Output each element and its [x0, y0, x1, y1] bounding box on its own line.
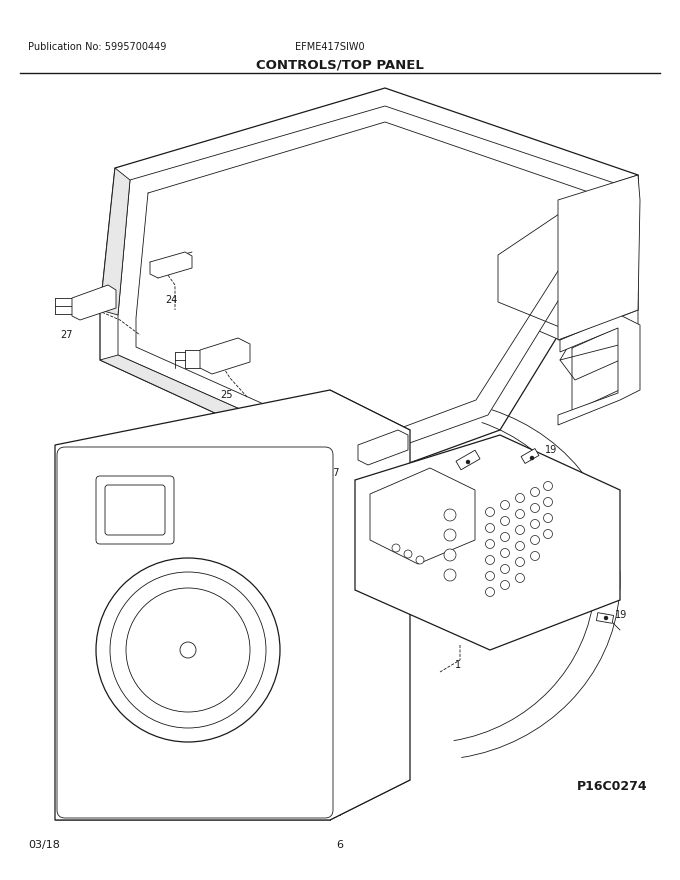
Circle shape: [515, 525, 524, 534]
Polygon shape: [100, 88, 638, 470]
Text: 19: 19: [545, 445, 557, 455]
Circle shape: [530, 552, 539, 561]
Circle shape: [500, 564, 509, 574]
FancyBboxPatch shape: [96, 476, 174, 544]
Circle shape: [515, 494, 524, 502]
Text: 5: 5: [290, 530, 296, 540]
Circle shape: [500, 581, 509, 590]
Text: 25: 25: [220, 390, 233, 400]
Circle shape: [515, 558, 524, 567]
Polygon shape: [456, 451, 480, 470]
Text: 27: 27: [328, 468, 340, 478]
Polygon shape: [150, 252, 192, 278]
Circle shape: [530, 456, 534, 460]
Circle shape: [444, 509, 456, 521]
Circle shape: [444, 569, 456, 581]
Circle shape: [444, 529, 456, 541]
Circle shape: [486, 524, 494, 532]
Text: 6: 6: [337, 840, 343, 850]
FancyBboxPatch shape: [105, 485, 165, 535]
Polygon shape: [558, 175, 640, 340]
Polygon shape: [370, 468, 475, 564]
Polygon shape: [55, 390, 410, 820]
Polygon shape: [596, 612, 613, 623]
Circle shape: [486, 571, 494, 581]
Text: 03/18: 03/18: [28, 840, 60, 850]
Polygon shape: [200, 338, 250, 374]
Polygon shape: [558, 315, 640, 425]
Circle shape: [543, 514, 552, 523]
Text: 19: 19: [615, 610, 627, 620]
Polygon shape: [100, 168, 130, 315]
Polygon shape: [560, 290, 638, 380]
Circle shape: [515, 574, 524, 583]
Circle shape: [500, 532, 509, 541]
Circle shape: [500, 501, 509, 510]
Circle shape: [515, 510, 524, 518]
Polygon shape: [100, 355, 260, 430]
Text: 27: 27: [60, 330, 73, 340]
Circle shape: [444, 549, 456, 561]
Circle shape: [500, 517, 509, 525]
Circle shape: [543, 497, 552, 507]
Circle shape: [500, 548, 509, 558]
Text: EFME417SIW0: EFME417SIW0: [295, 42, 364, 52]
Text: P16C0274: P16C0274: [577, 780, 648, 793]
Polygon shape: [72, 285, 116, 320]
Polygon shape: [358, 430, 408, 465]
Polygon shape: [521, 449, 539, 464]
Text: 24: 24: [165, 295, 177, 305]
Circle shape: [486, 555, 494, 564]
Circle shape: [543, 481, 552, 490]
Circle shape: [543, 530, 552, 539]
Circle shape: [530, 519, 539, 529]
Text: CONTROLS/TOP PANEL: CONTROLS/TOP PANEL: [256, 58, 424, 71]
Polygon shape: [355, 435, 620, 650]
Circle shape: [515, 541, 524, 551]
Polygon shape: [118, 106, 620, 450]
Circle shape: [486, 508, 494, 517]
Text: 1: 1: [455, 660, 461, 670]
Circle shape: [96, 558, 280, 742]
Text: 29: 29: [150, 718, 163, 728]
Text: Publication No: 5995700449: Publication No: 5995700449: [28, 42, 167, 52]
Circle shape: [604, 616, 608, 620]
Circle shape: [392, 544, 400, 552]
Circle shape: [486, 539, 494, 548]
FancyBboxPatch shape: [57, 447, 333, 818]
Circle shape: [404, 550, 412, 558]
Circle shape: [530, 488, 539, 496]
Circle shape: [530, 536, 539, 545]
Circle shape: [416, 556, 424, 564]
Text: 19: 19: [478, 450, 490, 460]
Polygon shape: [490, 175, 638, 340]
Circle shape: [530, 503, 539, 512]
Circle shape: [486, 588, 494, 597]
Circle shape: [466, 460, 470, 464]
